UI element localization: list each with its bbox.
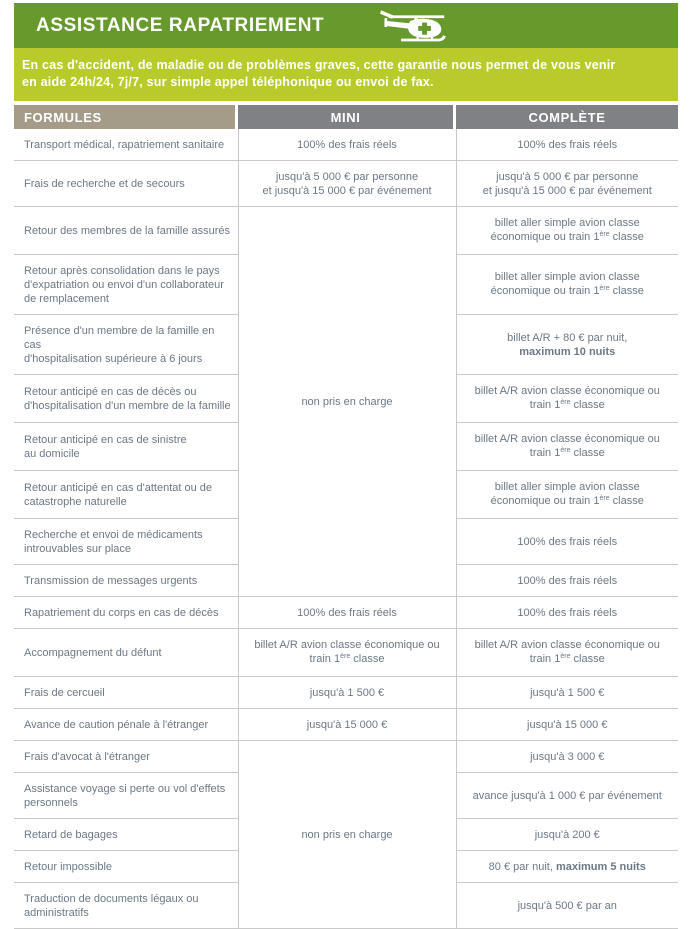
row-label: Présence d'un membre de la famille en ca… (14, 314, 238, 375)
table-row: Retour anticipé en cas d'attentat ou de c… (14, 470, 678, 519)
row-label: Accompagnement du défunt (14, 628, 238, 677)
banner-text: En cas d'accident, de maladie ou de prob… (22, 58, 616, 89)
row-label: Retour impossible (14, 850, 238, 883)
mini-value: non pris en charge (237, 206, 456, 597)
complete-value: billet A/R + 80 € par nuit, maximum 10 nu… (455, 314, 678, 375)
complete-value: 80 € par nuit, maximum 5 nuits (455, 850, 678, 883)
table-row: Frais de cercueil jusqu'à 1 500 € jusqu'à … (14, 676, 678, 709)
table-row: Frais de recherche et de secours jusqu'à … (14, 160, 678, 207)
table-row: Frais d'avocat à l'étranger non pris en c… (14, 740, 678, 929)
table-row: Transmission de messages urgents 100% des… (14, 564, 678, 597)
complete-value: jusqu'à 3 000 € (455, 740, 678, 773)
table-row: Retour des membres de la famille assurés… (14, 206, 678, 597)
row-label: Frais d'avocat à l'étranger (14, 740, 238, 773)
complete-value: jusqu'à 200 € (455, 818, 678, 851)
row-label: Retard de bagages (14, 818, 238, 851)
page-title: ASSISTANCE RAPATRIEMENT (36, 14, 325, 36)
mini-value: 100% des frais réels (237, 129, 456, 161)
mini-value: billet A/R avion classe économique ou tra… (237, 628, 456, 677)
row-label: Avance de caution pénale à l'étranger (14, 708, 238, 741)
table-row: Recherche et envoi de médicaments introuv… (14, 518, 678, 565)
complete-value: 100% des frais réels (455, 518, 678, 565)
complete-value: billet A/R avion classe économique ou tra… (455, 422, 678, 471)
table-row: Présence d'un membre de la famille en ca… (14, 314, 678, 375)
row-label: Rapatriement du corps en cas de décès (14, 596, 238, 629)
table-row: Retour anticipé en cas de décès ou d'hosp… (14, 374, 678, 423)
complete-value: jusqu'à 5 000 € par personne et jusqu'à 1… (455, 160, 678, 207)
table-row: Retour après consolidation dans le pays d… (14, 254, 678, 315)
complete-value: billet aller simple avion classe économiq… (455, 470, 678, 519)
mini-value: non pris en charge (237, 740, 456, 929)
row-label: Retour anticipé en cas d'attentat ou de c… (14, 470, 238, 519)
section-title-bar: ASSISTANCE RAPATRIEMENT (14, 3, 678, 48)
row-label: Assistance voyage si perte ou vol d'effe… (14, 772, 238, 819)
mini-value: jusqu'à 1 500 € (237, 676, 456, 709)
row-label: Traduction de documents légaux ou adminis… (14, 882, 238, 929)
complete-value: billet A/R avion classe économique ou tra… (455, 374, 678, 423)
complete-value: billet aller simple avion classe économiq… (455, 254, 678, 315)
content-container: ASSISTANCE RAPATRIEMENT (14, 3, 678, 929)
table-row: Transport médical, rapatriement sanitair… (14, 129, 678, 161)
mini-value: jusqu'à 15 000 € (237, 708, 456, 741)
mini-value: jusqu'à 5 000 € par personne et jusqu'à 1… (237, 160, 456, 207)
helicopter-medical-icon (380, 9, 447, 41)
table-row: Retour anticipé en cas de sinistre au dom… (14, 422, 678, 471)
benefits-table: Transport médical, rapatriement sanitair… (14, 129, 678, 929)
table-row: Accompagnement du défunt billet A/R avion… (14, 628, 678, 677)
description-banner: En cas d'accident, de maladie ou de prob… (14, 48, 678, 101)
complete-value: avance jusqu'à 1 000 € par événement (455, 772, 678, 819)
table-row: Assistance voyage si perte ou vol d'effe… (14, 772, 678, 819)
complete-value: jusqu'à 15 000 € (455, 708, 678, 741)
complete-value: billet aller simple avion classe économiq… (455, 206, 678, 255)
complete-value: 100% des frais réels (455, 596, 678, 629)
table-row: Retour impossible 80 € par nuit, maximum … (14, 850, 678, 883)
row-label: Retour anticipé en cas de sinistre au dom… (14, 422, 238, 471)
column-header-formules: FORMULES (14, 105, 238, 129)
complete-value: billet A/R avion classe économique ou tra… (455, 628, 678, 677)
complete-value: jusqu'à 500 € par an (455, 882, 678, 929)
row-label: Retour des membres de la famille assurés (14, 206, 238, 255)
table-column-headers: FORMULES MINI COMPLÈTE (14, 105, 678, 129)
column-header-mini: MINI (238, 105, 456, 129)
benefits-table-body: Transport médical, rapatriement sanitair… (14, 129, 678, 929)
complete-value: 100% des frais réels (455, 129, 678, 161)
table-row: Rapatriement du corps en cas de décès 100… (14, 596, 678, 629)
table-row: Avance de caution pénale à l'étranger jus… (14, 708, 678, 741)
row-label: Transport médical, rapatriement sanitair… (14, 129, 238, 161)
row-label: Frais de recherche et de secours (14, 160, 238, 207)
row-label: Retour après consolidation dans le pays d… (14, 254, 238, 315)
row-label: Recherche et envoi de médicaments introuv… (14, 518, 238, 565)
mini-value: 100% des frais réels (237, 596, 456, 629)
column-header-complete: COMPLÈTE (456, 105, 678, 129)
complete-value: 100% des frais réels (455, 564, 678, 597)
table-row: Retard de bagages jusqu'à 200 € (14, 818, 678, 851)
row-label: Frais de cercueil (14, 676, 238, 709)
row-label: Retour anticipé en cas de décès ou d'hosp… (14, 374, 238, 423)
row-label: Transmission de messages urgents (14, 564, 238, 597)
complete-value: jusqu'à 1 500 € (455, 676, 678, 709)
